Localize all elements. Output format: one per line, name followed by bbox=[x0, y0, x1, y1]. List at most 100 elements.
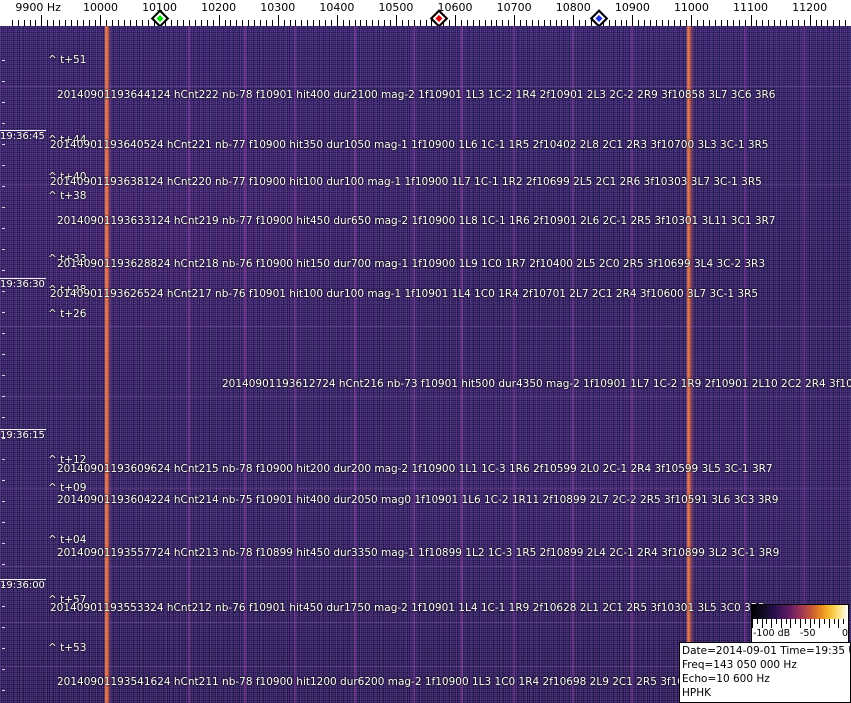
ruler-tick bbox=[686, 20, 687, 26]
time-minor-tick bbox=[2, 228, 5, 229]
horizontal-streak bbox=[0, 86, 851, 87]
ruler-tick bbox=[402, 20, 403, 26]
ruler-label: 10300 bbox=[260, 1, 296, 14]
ruler-tick bbox=[171, 20, 172, 26]
scale-tick bbox=[814, 619, 815, 624]
ruler-label: 10900 bbox=[614, 1, 650, 14]
time-minor-tick bbox=[2, 690, 5, 691]
frequency-ruler: 9900 Hz 10000 10100 10200 10300 10400 10500 106… bbox=[0, 0, 851, 28]
ruler-tick bbox=[106, 20, 107, 26]
ruler-tick bbox=[810, 15, 811, 26]
carrier-line bbox=[513, 26, 516, 703]
ruler-tick bbox=[567, 20, 568, 26]
ruler-tick bbox=[650, 20, 651, 26]
detection-record: 20140901193557724 hCnt213 nb-78 f10899 h… bbox=[57, 547, 780, 559]
time-minor-tick bbox=[2, 123, 5, 124]
horizontal-streak bbox=[0, 488, 851, 489]
ruler-tick bbox=[213, 20, 214, 26]
ruler-tick bbox=[638, 20, 639, 26]
ruler-tick bbox=[260, 20, 261, 26]
ruler-tick bbox=[573, 15, 574, 26]
ruler-tick bbox=[207, 20, 208, 26]
ruler-tick bbox=[100, 15, 101, 26]
time-offset-marker: ^ t+51 bbox=[48, 54, 87, 66]
ruler-tick bbox=[485, 20, 486, 26]
blue-marker-icon[interactable] bbox=[589, 9, 608, 28]
scale-tick bbox=[824, 619, 825, 624]
ruler-tick bbox=[284, 20, 285, 26]
time-offset-marker: ^ t+44 bbox=[48, 134, 87, 146]
carrier-line bbox=[294, 26, 297, 703]
ruler-tick bbox=[142, 20, 143, 26]
ruler-label: 11000 bbox=[673, 1, 709, 14]
ruler-tick bbox=[508, 20, 509, 26]
scale-tick bbox=[752, 619, 753, 628]
ruler-tick bbox=[225, 20, 226, 26]
ruler-tick bbox=[431, 20, 432, 26]
ruler-tick bbox=[307, 20, 308, 26]
ruler-tick bbox=[349, 20, 350, 26]
ruler-label: 10000 bbox=[82, 1, 118, 14]
station-info-box: Date=2014-09-01 Time=19:35 UTC Freq=143 … bbox=[679, 642, 851, 703]
horizontal-streak bbox=[0, 326, 851, 327]
waterfall-spectrogram[interactable]: 19:36:45 19:36:30 19:36:15 19:36:00 ^ t+51 ^… bbox=[0, 26, 851, 703]
scale-tick-marks bbox=[752, 619, 849, 628]
ruler-tick bbox=[733, 20, 734, 26]
time-minor-tick bbox=[2, 165, 5, 166]
ruler-tick bbox=[514, 15, 515, 26]
ruler-tick bbox=[414, 20, 415, 26]
ruler-tick bbox=[390, 20, 391, 26]
ruler-tick bbox=[230, 20, 231, 26]
info-date-time: Date=2014-09-01 Time=19:35 UTC bbox=[682, 645, 851, 657]
ruler-tick bbox=[591, 20, 592, 26]
detection-record: 20140901193553324 hCnt212 nb-76 f10901 h… bbox=[50, 602, 765, 614]
ruler-tick bbox=[609, 20, 610, 26]
ruler-tick bbox=[745, 20, 746, 26]
time-offset-marker: ^ t+12 bbox=[48, 454, 87, 466]
ruler-tick bbox=[626, 20, 627, 26]
time-minor-tick bbox=[2, 459, 5, 460]
ruler-tick bbox=[278, 15, 279, 26]
scale-tick bbox=[757, 619, 758, 624]
detection-record: 20140901193609624 hCnt215 nb-78 f10900 h… bbox=[57, 463, 773, 475]
ruler-tick bbox=[41, 15, 42, 26]
ruler-tick bbox=[148, 20, 149, 26]
scale-tick-labels: -100 dB -50 0 bbox=[752, 628, 848, 642]
ruler-tick bbox=[780, 20, 781, 26]
scale-tick bbox=[766, 619, 767, 624]
ruler-tick bbox=[561, 20, 562, 26]
ruler-tick bbox=[83, 20, 84, 26]
ruler-tick bbox=[337, 15, 338, 26]
time-minor-tick bbox=[2, 81, 5, 82]
ruler-tick bbox=[479, 20, 480, 26]
carrier-line bbox=[686, 26, 693, 703]
time-minor-tick bbox=[2, 543, 5, 544]
ruler-tick bbox=[189, 20, 190, 26]
ruler-tick bbox=[556, 20, 557, 26]
ruler-tick bbox=[538, 20, 539, 26]
info-station-code: HPHK bbox=[682, 687, 712, 699]
carrier-line bbox=[412, 26, 415, 703]
ruler-tick bbox=[544, 20, 545, 26]
ruler-tick bbox=[449, 20, 450, 26]
scale-tick bbox=[762, 619, 763, 628]
ruler-label: 10700 bbox=[496, 1, 532, 14]
ruler-tick bbox=[248, 20, 249, 26]
ruler-tick bbox=[219, 15, 220, 26]
time-minor-tick bbox=[2, 564, 5, 565]
time-tick-line bbox=[0, 130, 46, 131]
ruler-tick bbox=[420, 20, 421, 26]
ruler-tick bbox=[709, 20, 710, 26]
time-tick-label: 19:36:30 bbox=[0, 279, 45, 290]
ruler-tick bbox=[691, 15, 692, 26]
ruler-label: 9900 Hz bbox=[15, 1, 61, 14]
ruler-tick bbox=[715, 20, 716, 26]
time-offset-marker: ^ t+04 bbox=[48, 534, 87, 546]
ruler-tick bbox=[615, 20, 616, 26]
ruler-tick bbox=[739, 20, 740, 26]
detection-record: 20140901193644124 hCnt222 nb-78 f10901 h… bbox=[57, 89, 776, 101]
ruler-tick bbox=[201, 20, 202, 26]
time-minor-tick bbox=[2, 333, 5, 334]
time-minor-tick bbox=[2, 60, 5, 61]
time-minor-tick bbox=[2, 585, 5, 586]
